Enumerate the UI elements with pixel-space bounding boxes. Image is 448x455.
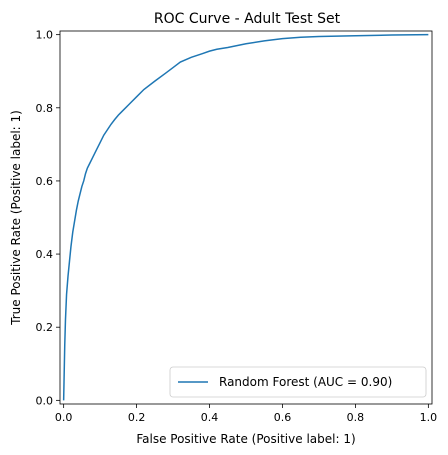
x-axis-label: False Positive Rate (Positive label: 1) [136,432,355,446]
y-axis-ticks: 0.0 0.2 0.4 0.6 0.8 1.0 [36,29,60,407]
x-tick-label: 0.6 [274,411,292,424]
x-tick-label: 0.4 [201,411,219,424]
x-tick-label: 0.0 [55,411,73,424]
y-tick-label: 0.6 [36,175,54,188]
y-tick-label: 0.4 [36,248,54,261]
chart-title: ROC Curve - Adult Test Set [154,11,341,27]
x-tick-label: 0.2 [128,411,146,424]
y-tick-label: 1.0 [36,29,54,42]
plot-frame [59,30,433,405]
series-line-random-forest [62,33,429,401]
y-axis-label: True Positive Rate (Positive label: 1) [9,110,23,326]
x-axis-ticks: 0.0 0.2 0.4 0.6 0.8 1.0 [55,404,437,424]
x-tick-label: 1.0 [420,411,438,424]
y-tick-label: 0.0 [36,394,54,407]
x-tick-label: 0.8 [347,411,365,424]
y-tick-label: 0.8 [36,102,54,115]
y-tick-label: 0.2 [36,321,54,334]
legend-entry-random-forest: Random Forest (AUC = 0.90) [219,375,392,389]
plot-area [59,30,433,405]
legend-box [169,366,427,398]
legend: Random Forest (AUC = 0.90) [169,366,427,398]
